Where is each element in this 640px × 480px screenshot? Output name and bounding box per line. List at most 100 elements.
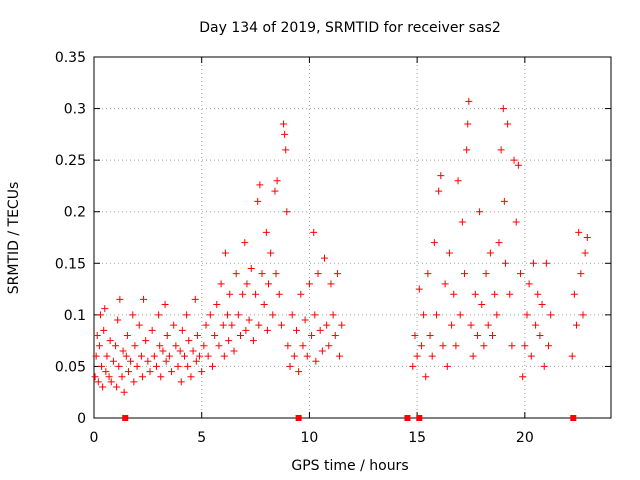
data-point [504, 120, 512, 128]
data-point [127, 357, 135, 365]
data-point [277, 321, 285, 329]
data-point [320, 254, 328, 262]
data-point [316, 326, 324, 334]
data-point [137, 352, 145, 360]
data-point [283, 208, 291, 216]
data-point [311, 311, 319, 319]
data-point [497, 146, 505, 154]
data-point [192, 357, 200, 365]
data-point [471, 290, 479, 298]
data-point [106, 337, 114, 345]
data-point [193, 331, 201, 339]
data-point [480, 342, 488, 350]
data-point [155, 311, 163, 319]
data-point [260, 301, 268, 309]
data-points [91, 97, 591, 396]
data-point [500, 197, 508, 205]
data-point [228, 321, 236, 329]
data-point [99, 383, 107, 391]
y-tick-label: 0.35 [55, 50, 86, 66]
data-point [219, 321, 227, 329]
data-point [428, 352, 436, 360]
data-point [486, 249, 494, 257]
data-point [469, 352, 477, 360]
data-point [185, 337, 193, 345]
data-point [433, 311, 441, 319]
data-point [142, 337, 150, 345]
data-point [445, 249, 453, 257]
data-point [413, 352, 421, 360]
data-point [312, 357, 320, 365]
data-point [489, 331, 497, 339]
data-point [542, 259, 550, 267]
data-point [183, 311, 191, 319]
data-point [91, 373, 99, 381]
data-point [150, 352, 158, 360]
data-point [198, 368, 206, 376]
data-point [286, 362, 294, 370]
data-point [290, 352, 298, 360]
data-point [491, 290, 499, 298]
data-point [159, 347, 167, 355]
data-point [107, 378, 115, 386]
data-point [437, 172, 445, 180]
data-point [152, 362, 160, 370]
data-point [529, 259, 537, 267]
gridlines [94, 57, 611, 418]
data-point [420, 311, 428, 319]
data-point [123, 331, 131, 339]
x-tick-label: 15 [408, 430, 426, 446]
data-point [299, 342, 307, 350]
data-point [443, 362, 451, 370]
data-point [327, 280, 335, 288]
data-point [115, 362, 123, 370]
data-point [118, 373, 126, 381]
data-point [129, 311, 137, 319]
data-point [464, 120, 472, 128]
data-point [280, 120, 288, 128]
gap-marker [416, 415, 423, 421]
data-point [187, 373, 195, 381]
data-point [282, 146, 290, 154]
data-point [103, 352, 111, 360]
data-point [96, 311, 104, 319]
data-point [249, 337, 257, 345]
y-axis-label: SRMTID / TECUs [6, 182, 22, 295]
x-tick-label: 20 [516, 430, 534, 446]
data-point [450, 290, 458, 298]
data-point [323, 321, 331, 329]
data-point [333, 270, 341, 278]
data-point [523, 311, 531, 319]
data-point [243, 280, 251, 288]
data-point [439, 342, 447, 350]
data-point [448, 321, 456, 329]
data-point [254, 197, 262, 205]
data-point [225, 337, 233, 345]
data-point [506, 290, 514, 298]
data-point [534, 290, 542, 298]
data-point [116, 295, 124, 303]
data-point [95, 342, 103, 350]
data-point [258, 270, 266, 278]
data-point [124, 368, 132, 376]
data-point [415, 285, 423, 293]
data-point [184, 362, 192, 370]
data-point [281, 130, 289, 138]
data-point [579, 311, 587, 319]
data-point [230, 347, 238, 355]
data-point [255, 321, 263, 329]
data-point [303, 352, 311, 360]
data-point [101, 305, 109, 313]
data-point [482, 270, 490, 278]
data-point [508, 342, 516, 350]
data-point [202, 321, 210, 329]
data-point [172, 342, 180, 350]
data-point [499, 105, 507, 113]
data-point [180, 352, 188, 360]
data-point [295, 368, 303, 376]
data-point [495, 239, 503, 247]
data-point [206, 311, 214, 319]
data-point [247, 264, 255, 272]
data-point [168, 368, 176, 376]
